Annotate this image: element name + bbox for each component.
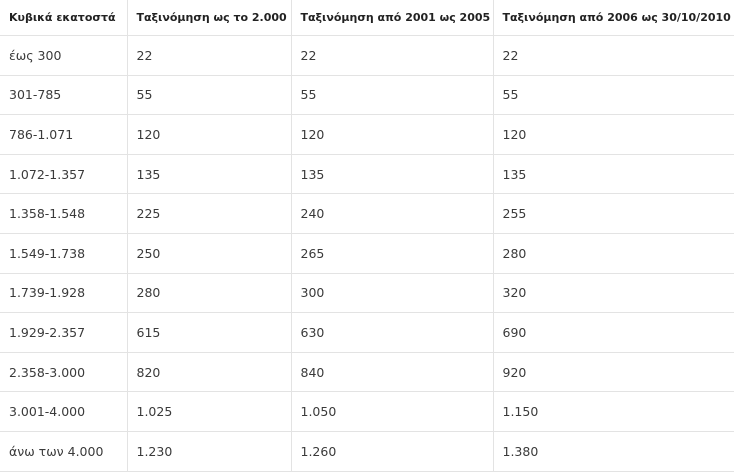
table-cell: 1.929-2.357 [0,312,128,353]
table-row: 3.001-4.000 1.025 1.050 1.150 [0,391,734,432]
table-cell: 250 [126,232,292,274]
table-cell: 280 [126,272,292,314]
table-cell: 1.260 [290,430,494,472]
table-cell: 1.230 [126,430,292,472]
table-cell: 786-1.071 [0,114,128,155]
table-cell: 1.739-1.928 [0,272,128,314]
table-cell: 2.358-3.000 [0,351,128,393]
table-cell: 265 [290,232,494,274]
table-cell: 1.358-1.548 [0,193,128,234]
table-cell: 300 [290,272,494,314]
table-cell: 690 [492,312,734,353]
table-cell: 22 [126,35,292,76]
table-cell: 280 [492,232,734,274]
header-cell: Ταξινόμηση ως το 2.000 [126,0,292,36]
table-row: 301-785 55 55 55 [0,74,734,116]
table-cell: 1.072-1.357 [0,153,128,195]
table-header: Κυβικά εκατοστά Ταξινόμηση ως το 2.000 Ταξ… [0,0,734,36]
table-cell: 22 [290,35,494,76]
table-cell: 301-785 [0,74,128,116]
table-body: έως 300 22 22 22 301-785 55 55 55 786-1.071 120 12… [0,35,734,472]
table-row: 1.929-2.357 615 630 690 [0,312,734,353]
table-cell: 55 [492,74,734,116]
table-row: 786-1.071 120 120 120 [0,114,734,155]
table-row: έως 300 22 22 22 [0,35,734,76]
table-cell: 1.549-1.738 [0,232,128,274]
table-cell: 1.050 [290,391,494,432]
table-row: 1.358-1.548 225 240 255 [0,193,734,234]
header-row: Κυβικά εκατοστά Ταξινόμηση ως το 2.000 Ταξ… [0,0,734,36]
table-cell: 135 [290,153,494,195]
table-cell: 240 [290,193,494,234]
table-cell: 840 [290,351,494,393]
table-cell: 22 [492,35,734,76]
table-cell: άνω των 4.000 [0,430,128,472]
table-cell: 920 [492,351,734,393]
table-cell: 55 [126,74,292,116]
table-cell: 135 [492,153,734,195]
table-cell: έως 300 [0,35,128,76]
table-cell: 255 [492,193,734,234]
table-cell: 1.380 [492,430,734,472]
table-cell: 55 [290,74,494,116]
table-cell: 3.001-4.000 [0,391,128,432]
table-cell: 135 [126,153,292,195]
table-cell: 1.025 [126,391,292,432]
table-cell: 615 [126,312,292,353]
table-cell: 225 [126,193,292,234]
table-row: 1.072-1.357 135 135 135 [0,153,734,195]
table-row: 2.358-3.000 820 840 920 [0,351,734,393]
table-row: 1.549-1.738 250 265 280 [0,232,734,274]
table-cell: 320 [492,272,734,314]
table-row: άνω των 4.000 1.230 1.260 1.380 [0,430,734,472]
header-cell: Κυβικά εκατοστά [0,0,128,36]
table-cell: 120 [290,114,494,155]
table-cell: 630 [290,312,494,353]
header-cell: Ταξινόμηση από 2006 ως 30/10/2010 [492,0,734,36]
table-cell: 120 [126,114,292,155]
table-row: 1.739-1.928 280 300 320 [0,272,734,314]
table-cell: 820 [126,351,292,393]
header-cell: Ταξινόμηση από 2001 ως 2005 [290,0,494,36]
table-cell: 1.150 [492,391,734,432]
table-cell: 120 [492,114,734,155]
